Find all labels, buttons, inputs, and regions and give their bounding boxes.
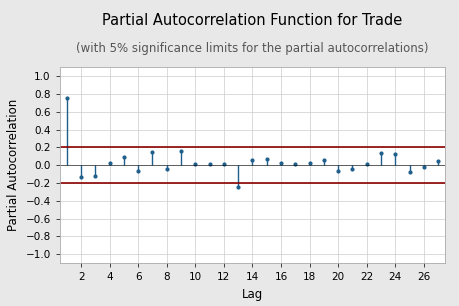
Y-axis label: Partial Autocorrelation: Partial Autocorrelation <box>7 99 20 231</box>
X-axis label: Lag: Lag <box>242 288 263 301</box>
Text: Partial Autocorrelation Function for Trade: Partial Autocorrelation Function for Tra… <box>102 13 403 28</box>
Text: (with 5% significance limits for the partial autocorrelations): (with 5% significance limits for the par… <box>76 42 429 55</box>
